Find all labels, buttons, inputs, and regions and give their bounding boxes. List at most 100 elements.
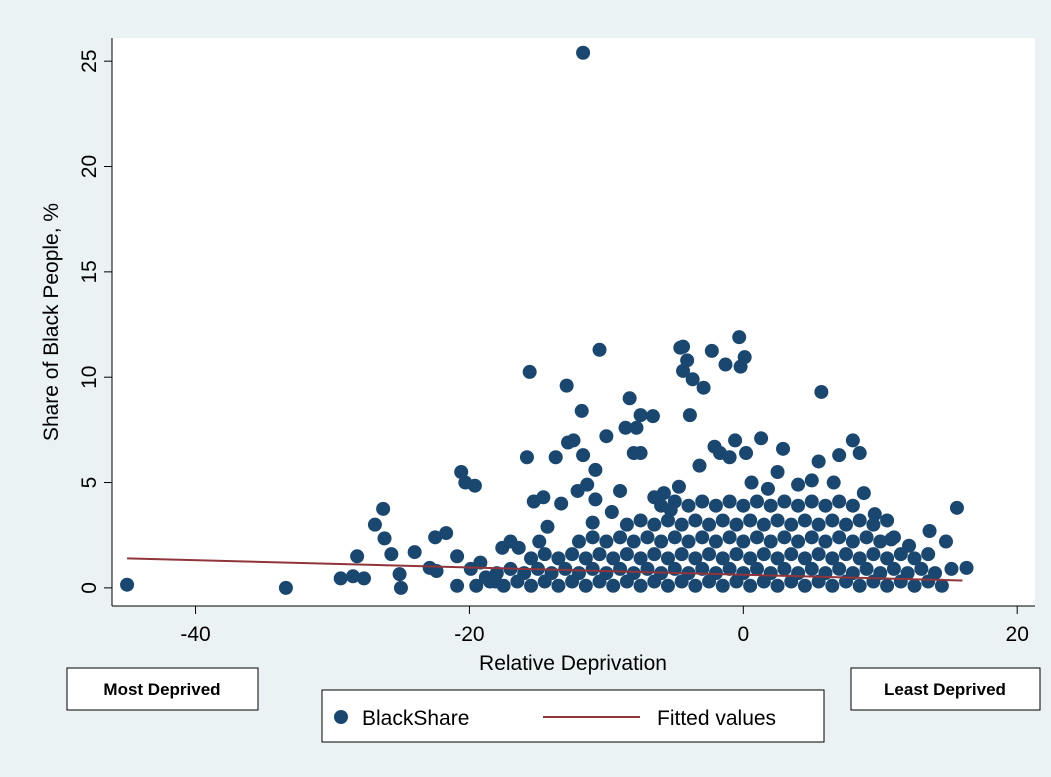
point bbox=[647, 547, 662, 562]
point bbox=[744, 475, 759, 490]
point bbox=[866, 547, 881, 562]
point bbox=[832, 448, 847, 463]
point bbox=[729, 547, 744, 562]
point bbox=[454, 465, 469, 480]
point bbox=[667, 530, 682, 545]
point bbox=[702, 517, 717, 532]
point bbox=[346, 569, 361, 584]
point bbox=[777, 561, 792, 576]
point bbox=[676, 339, 691, 354]
point bbox=[393, 580, 408, 595]
point bbox=[718, 357, 733, 372]
legend-label: Fitted values bbox=[657, 707, 776, 730]
point bbox=[907, 578, 922, 593]
point bbox=[571, 566, 586, 581]
point bbox=[944, 561, 959, 576]
plot-area bbox=[112, 38, 1035, 606]
point bbox=[880, 578, 895, 593]
point bbox=[818, 566, 833, 581]
point bbox=[376, 501, 391, 516]
point bbox=[852, 578, 867, 593]
point bbox=[606, 578, 621, 593]
annotation: Most Deprived bbox=[103, 680, 220, 699]
point bbox=[511, 540, 526, 555]
point bbox=[852, 551, 867, 566]
point bbox=[826, 475, 841, 490]
point bbox=[938, 534, 953, 549]
point bbox=[928, 566, 943, 581]
point bbox=[633, 408, 648, 423]
point bbox=[671, 479, 686, 494]
point bbox=[818, 534, 833, 549]
point bbox=[852, 446, 867, 461]
point bbox=[467, 478, 482, 493]
point bbox=[640, 530, 655, 545]
point bbox=[384, 547, 399, 562]
point bbox=[585, 530, 600, 545]
y-tick-label: 5 bbox=[78, 477, 101, 489]
point bbox=[674, 547, 689, 562]
point bbox=[770, 578, 785, 593]
point bbox=[489, 566, 504, 581]
point bbox=[804, 561, 819, 576]
x-tick-label: -40 bbox=[180, 623, 210, 646]
point bbox=[667, 494, 682, 509]
point bbox=[565, 547, 580, 562]
point bbox=[120, 577, 135, 592]
point bbox=[873, 566, 888, 581]
point bbox=[797, 513, 812, 528]
point bbox=[715, 513, 730, 528]
point bbox=[736, 498, 751, 513]
plot-marks bbox=[120, 45, 974, 595]
point bbox=[715, 551, 730, 566]
point bbox=[660, 513, 675, 528]
point bbox=[676, 363, 691, 378]
point bbox=[559, 378, 574, 393]
point bbox=[770, 465, 785, 480]
point bbox=[760, 481, 775, 496]
point bbox=[688, 551, 703, 566]
point bbox=[660, 578, 675, 593]
point bbox=[588, 492, 603, 507]
point bbox=[736, 534, 751, 549]
point bbox=[692, 458, 707, 473]
point bbox=[695, 561, 710, 576]
legend-label: BlackShare bbox=[362, 707, 469, 730]
point bbox=[551, 578, 566, 593]
point bbox=[554, 496, 569, 511]
point bbox=[832, 561, 847, 576]
point bbox=[566, 433, 581, 448]
point bbox=[626, 566, 641, 581]
x-axis-title: Relative Deprivation bbox=[479, 652, 667, 675]
point bbox=[537, 547, 552, 562]
point bbox=[791, 566, 806, 581]
point bbox=[571, 534, 586, 549]
point bbox=[428, 530, 443, 545]
fit-line bbox=[127, 557, 963, 582]
point bbox=[722, 450, 737, 465]
point bbox=[599, 534, 614, 549]
point bbox=[754, 431, 769, 446]
point bbox=[856, 486, 871, 501]
y-tick-label: 15 bbox=[78, 260, 101, 283]
point bbox=[722, 530, 737, 545]
point bbox=[450, 549, 465, 564]
point bbox=[350, 549, 365, 564]
point bbox=[613, 483, 628, 498]
point bbox=[750, 530, 765, 545]
point bbox=[907, 551, 922, 566]
point bbox=[367, 517, 382, 532]
point bbox=[756, 547, 771, 562]
point bbox=[619, 517, 634, 532]
point bbox=[613, 530, 628, 545]
point bbox=[519, 450, 534, 465]
point bbox=[708, 498, 723, 513]
point bbox=[633, 578, 648, 593]
point bbox=[722, 561, 737, 576]
point bbox=[886, 561, 901, 576]
point bbox=[473, 555, 488, 570]
point bbox=[680, 353, 695, 368]
point bbox=[959, 560, 974, 575]
point bbox=[739, 446, 754, 461]
